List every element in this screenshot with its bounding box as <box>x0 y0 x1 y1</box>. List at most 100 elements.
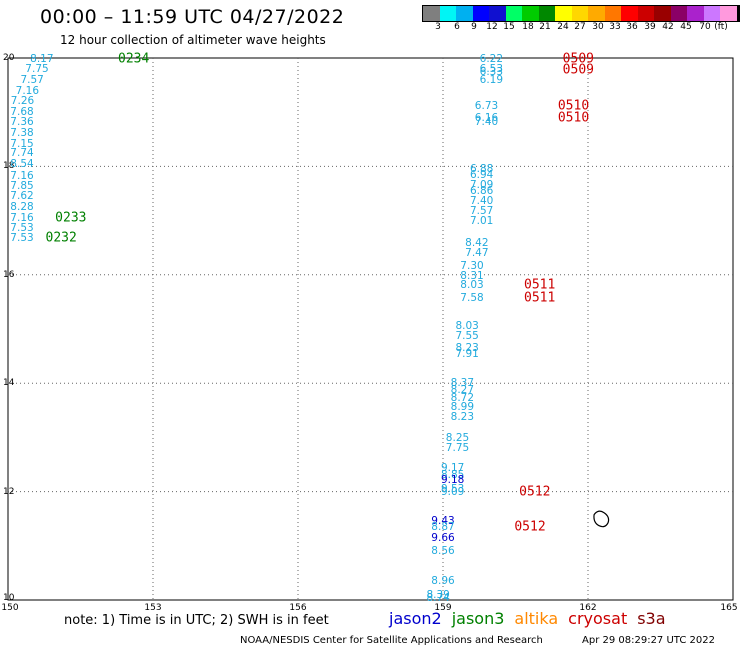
wave-height-value: 7.91 <box>455 347 479 360</box>
color-scale-label: 18 <box>522 22 534 32</box>
color-scale-labels: 3 6 9 12 15 18 21 24 27 30 33 36 39 42 45 70 (ft) <box>422 22 740 34</box>
wave-height-value: 7.85 <box>10 179 34 192</box>
color-scale-label: 30 <box>592 22 604 32</box>
wave-height-value: 6.86 <box>469 184 494 197</box>
longitude-tick-label: 156 <box>289 603 307 613</box>
wave-height-value: 6.19 <box>479 73 504 86</box>
color-scale-label: 6 <box>454 22 460 32</box>
color-swatch <box>621 6 638 21</box>
wave-height-value: 7.01 <box>469 214 494 227</box>
wave-height-value: 8.03 <box>460 278 484 291</box>
pass-time-label: 0510 <box>557 110 590 126</box>
color-scale-label: 12 <box>486 22 498 32</box>
color-swatch <box>736 6 740 21</box>
color-scale-label: 42 <box>662 22 674 32</box>
color-swatch <box>703 6 720 21</box>
satellite-legend: jason2 jason3 altika cryosat s3a <box>389 609 676 628</box>
wave-height-value: 8.87 <box>431 520 455 533</box>
latitude-tick-label: 10 <box>3 593 15 603</box>
pass-time-label: 0509 <box>562 62 594 78</box>
latitude-tick-label: 20 <box>3 53 15 63</box>
wave-height-value: 6.22 <box>479 52 504 65</box>
color-scale-label: 27 <box>574 22 586 32</box>
pass-time-label: 0233 <box>55 210 87 226</box>
wave-height-value: 7.30 <box>460 259 484 272</box>
wave-height-value: 8.31 <box>460 269 484 282</box>
wave-height-value: 7.26 <box>10 95 35 108</box>
color-swatch <box>489 6 506 21</box>
color-scale-label: 36 <box>626 22 638 32</box>
page-title: 00:00 – 11:59 UTC 04/27/2022 <box>40 6 345 28</box>
wave-height-value: 9.43 <box>431 515 455 528</box>
wave-height-value: 6.16 <box>474 111 499 124</box>
pass-time-label: 0509 <box>562 51 594 67</box>
wave-height-value: 8.39 <box>426 588 450 601</box>
legend-jason3: jason3 <box>451 609 505 628</box>
color-swatch <box>456 6 473 21</box>
color-scale-label: 9 <box>471 22 477 32</box>
wave-height-value: 8.56 <box>431 545 455 558</box>
color-swatch <box>670 6 687 21</box>
color-scale-label: 45 <box>680 22 692 32</box>
wave-height-value: 8.03 <box>455 319 479 332</box>
wave-height-value: 8.74 <box>426 591 450 604</box>
map-frame <box>7 57 734 601</box>
wave-height-value: 7.75 <box>25 62 49 75</box>
footer-credit: NOAA/NESDIS Center for Satellite Applica… <box>240 635 543 646</box>
color-scale-label: 3 <box>435 22 441 32</box>
footer-timestamp: Apr 29 08:29:27 UTC 2022 <box>582 635 715 646</box>
wave-height-value: 8.37 <box>450 377 475 390</box>
longitude-tick-label: 162 <box>579 603 597 613</box>
pass-time-label: 0511 <box>524 290 556 306</box>
color-scale-bar <box>422 5 740 22</box>
legend-altika: altika <box>514 609 559 628</box>
color-scale-label: 33 <box>609 22 621 32</box>
color-swatch <box>637 6 654 21</box>
latitude-tick-label: 14 <box>3 378 15 389</box>
wave-height-value: 8.25 <box>445 431 470 444</box>
wave-height-value: 7.62 <box>10 190 34 203</box>
pass-time-label: 0510 <box>557 98 590 114</box>
color-swatch <box>687 6 704 21</box>
wave-height-value: 8.17 <box>30 52 54 65</box>
wave-height-value: 7.40 <box>474 115 499 128</box>
wave-height-value: 9.18 <box>440 473 465 486</box>
legend-jason2: jason2 <box>389 609 442 628</box>
latitude-tick-label: 12 <box>3 486 15 497</box>
wave-height-value: 6.33 <box>479 65 504 78</box>
color-scale-label: 24 <box>557 22 569 32</box>
wave-height-value: 7.57 <box>469 205 494 218</box>
island-outline <box>593 510 610 528</box>
map-grid <box>7 57 734 601</box>
color-swatch <box>472 6 489 21</box>
wave-height-value: 9.66 <box>431 531 455 544</box>
color-swatch <box>720 6 737 21</box>
wave-height-value: 7.16 <box>10 170 34 183</box>
wave-height-value: 7.09 <box>469 178 494 191</box>
wave-height-value: 7.40 <box>469 195 494 208</box>
color-swatch <box>588 6 605 21</box>
color-swatch <box>538 6 555 21</box>
wave-height-value: 8.96 <box>431 575 455 588</box>
wave-height-value: 7.38 <box>10 126 34 139</box>
color-swatch <box>654 6 671 21</box>
color-swatch <box>423 6 440 21</box>
longitude-tick-label: 153 <box>144 603 162 613</box>
color-scale-label: 15 <box>503 22 515 32</box>
wave-height-value: 8.28 <box>10 201 34 214</box>
pass-time-label: 0512 <box>519 484 551 500</box>
color-swatch <box>555 6 572 21</box>
wave-height-value: 8.85 <box>440 469 465 482</box>
wave-height-value: 8.27 <box>450 383 475 396</box>
pass-time-label: 0511 <box>524 277 556 293</box>
color-scale-label: 39 <box>644 22 656 32</box>
wave-height-value: 6.94 <box>469 169 494 182</box>
color-swatch <box>604 6 621 21</box>
pass-time-label: 0234 <box>118 51 150 67</box>
wave-height-value: 8.42 <box>465 237 489 250</box>
longitude-tick-label: 159 <box>434 603 452 613</box>
color-scale-label: 21 <box>539 22 551 32</box>
color-scale-label: (ft) <box>714 22 728 32</box>
wave-height-value: 7.58 <box>460 292 484 305</box>
wave-height-value: 7.16 <box>15 85 40 98</box>
